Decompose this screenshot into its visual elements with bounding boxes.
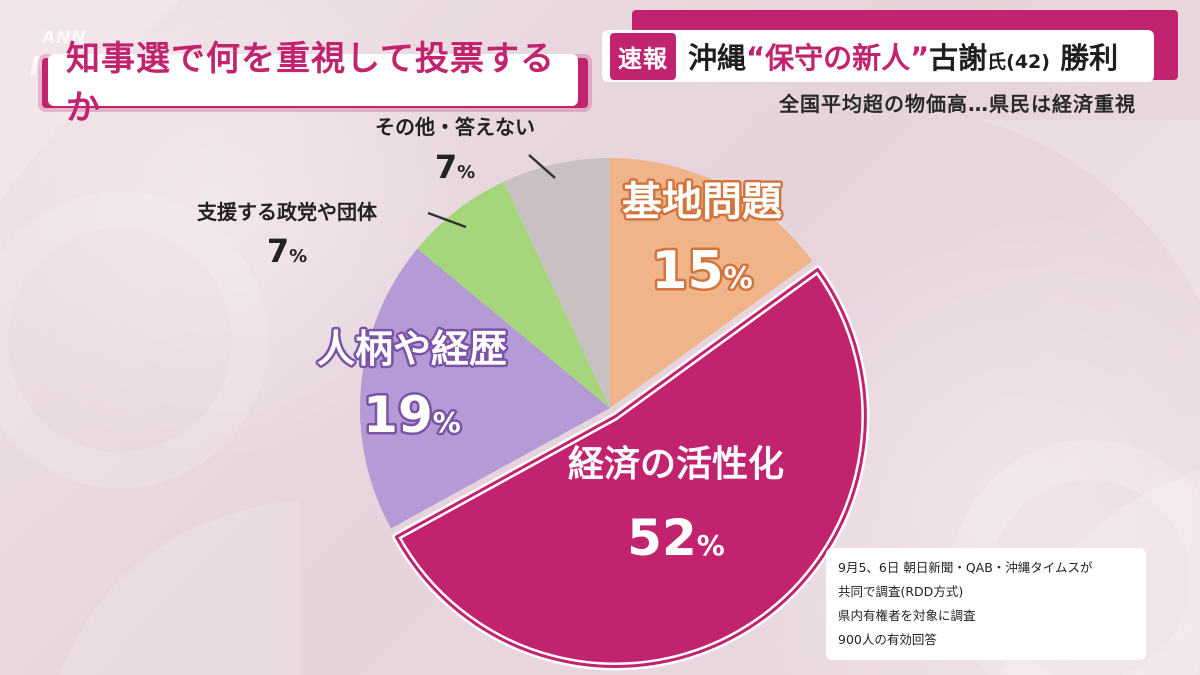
pie-slice-4 [417,181,610,408]
headline-part-4: 氏(42) [987,51,1050,73]
slice-value-1: 15% [651,241,752,301]
slice-label-2: 経済の活性化 [568,444,784,485]
slice-value-2: 52% [627,509,725,567]
slice-value-3: 19% [363,386,461,444]
headline-part-5: 勝利 [1060,41,1119,75]
source-line-3: 県内有権者を対象に調査 [838,608,976,623]
slice-value-5: 7% [435,148,475,186]
source-line-4: 900人の有効回答 [838,632,937,647]
pie-slice-3 [360,248,610,529]
slice-label-4: 支援する政党や団体 [197,200,378,224]
slice-label-1: 基地問題 [622,179,782,225]
headline: 沖縄“保守の新人”古謝氏(42) 勝利 [688,35,1118,77]
slice-label-5: その他・答えない [375,115,535,139]
breaking-news-badge: 速報 [610,32,676,80]
headline-box: 速報 沖縄“保守の新人”古謝氏(42) 勝利 [602,30,1154,82]
leader-line-4 [427,211,467,229]
headline-part-2: “保守の新人” [746,41,930,75]
sub-headline: 全国平均超の物価高…県民は経済重視 [779,92,1136,116]
slice-label-3: 人柄や経歴 [317,327,507,371]
slice-value-4: 7% [267,232,307,270]
pie-slice-2-outline [394,267,867,668]
pie-slice-1 [610,158,813,408]
source-line-1: 9月5、6日 朝日新聞・QAB・沖縄タイムスが [838,560,1093,575]
leader-line-5 [528,154,556,179]
headline-part-3: 古謝 [929,41,988,75]
pie-slice-5 [503,158,610,408]
source-line-2: 共同で調査(RDD方式) [838,584,964,599]
source-note: 9月5、6日 朝日新聞・QAB・沖縄タイムスが 共同で調査(RDD方式) 県内有… [826,548,1146,660]
headline-part-1: 沖縄 [688,41,747,75]
